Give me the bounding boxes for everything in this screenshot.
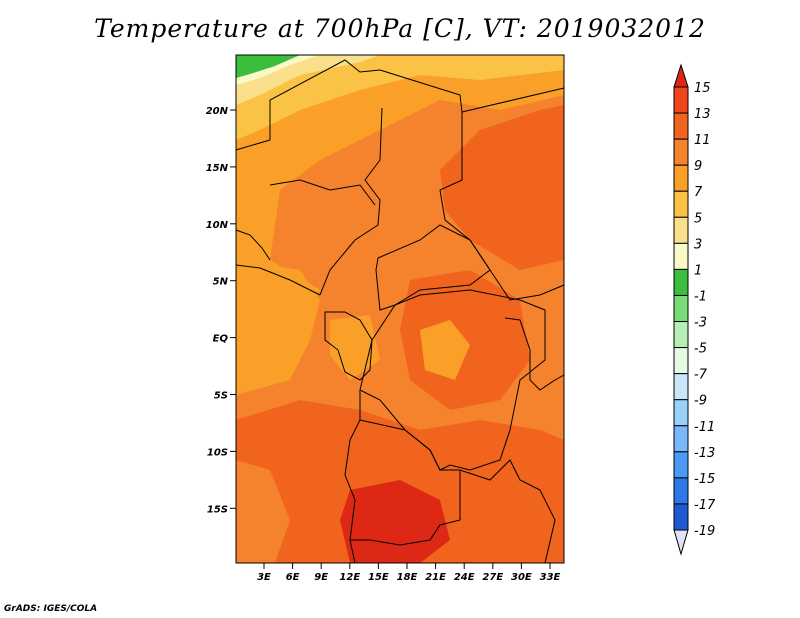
lat-label: 5S: [214, 391, 228, 402]
lon-label: 12E: [339, 572, 360, 583]
lon-label: 15E: [368, 572, 389, 583]
colorbar-box: [673, 373, 689, 401]
lat-label: 15N: [206, 163, 229, 174]
colorbar-box: [673, 164, 689, 192]
lon-label: 6E: [286, 572, 300, 583]
colorbar-box: [673, 242, 689, 270]
lat-label: 10S: [207, 447, 228, 458]
lon-label: 24E: [454, 572, 475, 583]
colorbar-label: -1: [694, 289, 707, 304]
colorbar-box: [673, 347, 689, 375]
colorbar-label: -19: [694, 524, 715, 539]
lon-label: 9E: [314, 572, 328, 583]
colorbar-label: -5: [694, 342, 707, 357]
lon-label: 18E: [397, 572, 418, 583]
colorbar-box: [673, 321, 689, 349]
lon-label: 33E: [540, 572, 561, 583]
colorbar-label: 9: [694, 159, 702, 174]
credit-text: GrADS: IGES/COLA: [4, 604, 98, 614]
country-borders: [235, 59, 565, 564]
lon-label: 27E: [482, 572, 503, 583]
colorbar-box: [673, 451, 689, 479]
longitude-axis: 3E 6E 9E 12E 15E 18E 21E 24E 27E 30E 33E: [257, 563, 561, 583]
colorbar-label: -3: [694, 316, 707, 331]
border-zambia: [459, 459, 556, 564]
border-lakes: [504, 317, 565, 391]
border-nigeria-north: [269, 179, 376, 206]
field-band-9c-west: [236, 260, 320, 395]
map-frame: [235, 54, 565, 564]
colorbar-label: 5: [694, 211, 702, 226]
colorbar-box: [673, 112, 689, 140]
colorbar-box: [673, 399, 689, 427]
colorbar-box: [673, 216, 689, 244]
colorbar-label: 11: [694, 133, 711, 148]
colorbar-box: [673, 477, 689, 505]
temperature-field: [236, 55, 564, 563]
lat-label: 15S: [207, 504, 228, 515]
lat-label: 20N: [206, 106, 229, 117]
colorbar-label: 7: [694, 185, 703, 200]
colorbar-label: -11: [694, 420, 715, 435]
border-gulf-coast: [235, 264, 321, 296]
colorbar-label: 15: [694, 81, 711, 96]
chart-title: Temperature at 700hPa [C], VT: 201903201…: [94, 14, 706, 43]
border-chad-niger: [319, 107, 383, 296]
colorbar-box: [673, 294, 689, 323]
colorbar-label: -15: [694, 472, 715, 487]
field-band-1c: [236, 55, 300, 78]
colorbar-label: 1: [694, 263, 702, 278]
border-drc: [359, 289, 546, 471]
colorbar-label: -13: [694, 446, 715, 461]
field-band-7c: [236, 55, 564, 140]
colorbar-box: [673, 86, 689, 114]
border-car: [375, 224, 491, 311]
border-gabon-congo: [324, 311, 373, 381]
colorbar-box: [673, 190, 689, 218]
colorbar-label: 13: [694, 107, 711, 122]
field-band-9c-north: [236, 55, 564, 390]
field-band-15c-south: [340, 480, 450, 563]
lon-label: 30E: [511, 572, 532, 583]
lat-label: 10N: [206, 220, 229, 231]
colorbar-box: [673, 503, 689, 531]
colorbar-arrow-top: [673, 63, 689, 88]
colorbar: 15 13 11 9 7 5 3 1 -1 -3 -5 -7 -9 -11 -13 -15 -17 -19: [673, 63, 716, 556]
colorbar-label: -17: [694, 498, 716, 513]
border-angola-east: [350, 419, 461, 546]
colorbar-label: 3: [694, 237, 702, 252]
border-north: [235, 59, 565, 151]
lon-label: 3E: [257, 572, 271, 583]
lat-label: 5N: [213, 277, 229, 288]
colorbar-box: [673, 425, 689, 453]
border-westafrica: [235, 229, 271, 261]
lon-label: 21E: [425, 572, 446, 583]
field-band-13c-ne: [440, 105, 564, 270]
field-patch-9c-congo: [420, 320, 470, 380]
colorbar-arrow-bottom: [673, 529, 689, 556]
latitude-axis: 20N 15N 10N 5N EQ 5S 10S 15S: [206, 106, 236, 515]
field-band-11c-sw: [236, 460, 290, 563]
colorbar-box: [673, 268, 689, 296]
colorbar-box: [673, 138, 689, 166]
colorbar-label: -7: [694, 368, 708, 383]
colorbar-label: -9: [694, 394, 707, 409]
lat-label: EQ: [213, 334, 229, 345]
